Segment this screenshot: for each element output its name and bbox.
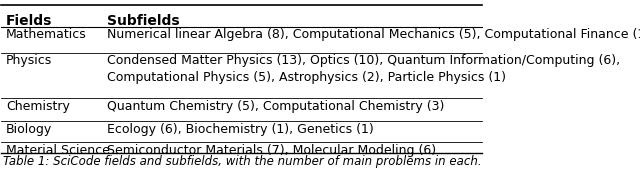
Text: Biology: Biology xyxy=(6,123,52,136)
Text: Ecology (6), Biochemistry (1), Genetics (1): Ecology (6), Biochemistry (1), Genetics … xyxy=(108,123,374,136)
Text: Quantum Chemistry (5), Computational Chemistry (3): Quantum Chemistry (5), Computational Che… xyxy=(108,100,445,113)
Text: Subfields: Subfields xyxy=(108,14,180,27)
Text: Semiconductor Materials (7), Molecular Modeling (6): Semiconductor Materials (7), Molecular M… xyxy=(108,144,436,157)
Text: Table 1: SciCode fields and subfields, with the number of main problems in each.: Table 1: SciCode fields and subfields, w… xyxy=(3,155,481,168)
Text: Fields: Fields xyxy=(6,14,52,27)
Text: Chemistry: Chemistry xyxy=(6,100,70,113)
Text: Mathematics: Mathematics xyxy=(6,28,87,41)
Text: Numerical linear Algebra (8), Computational Mechanics (5), Computational Finance: Numerical linear Algebra (8), Computatio… xyxy=(108,28,640,41)
Text: Condensed Matter Physics (13), Optics (10), Quantum Information/Computing (6),
C: Condensed Matter Physics (13), Optics (1… xyxy=(108,54,620,84)
Text: Physics: Physics xyxy=(6,54,52,67)
Text: Material Science: Material Science xyxy=(6,144,110,157)
